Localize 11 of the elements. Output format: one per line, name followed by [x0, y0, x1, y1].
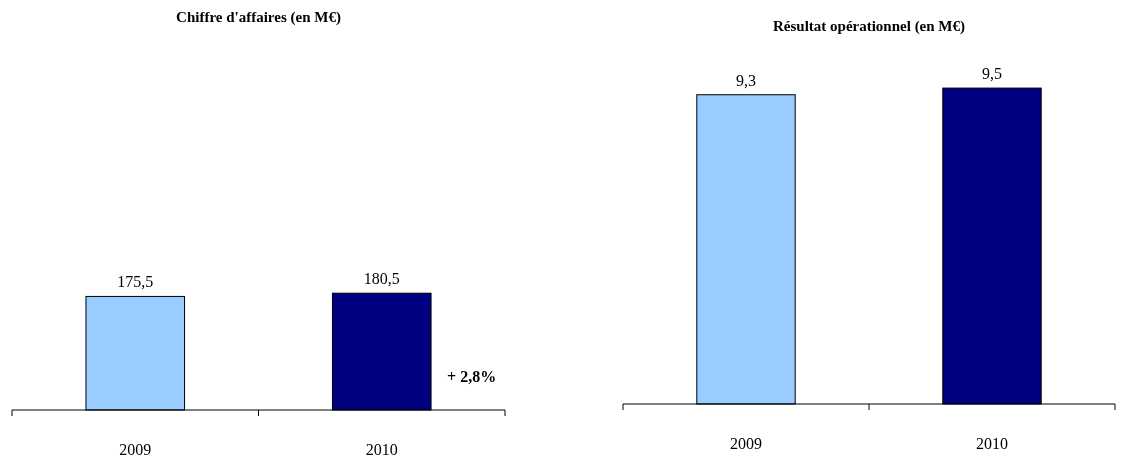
- data-label: 175,5: [117, 273, 154, 291]
- chart-title: Résultat opérationnel (en M€): [772, 18, 966, 35]
- data-label: 9,5: [982, 65, 1002, 83]
- data-label: 180,5: [363, 270, 400, 288]
- annotation: + 2,8%: [447, 367, 497, 385]
- x-tick-label: 2009: [119, 441, 152, 457]
- x-tick-label: 2010: [365, 441, 398, 457]
- x-tick-label: 2009: [730, 435, 762, 452]
- x-tick-label: 2010: [976, 435, 1008, 452]
- data-label: 9,3: [736, 71, 756, 89]
- chart-title: Chiffre d'affaires (en M€): [176, 9, 341, 26]
